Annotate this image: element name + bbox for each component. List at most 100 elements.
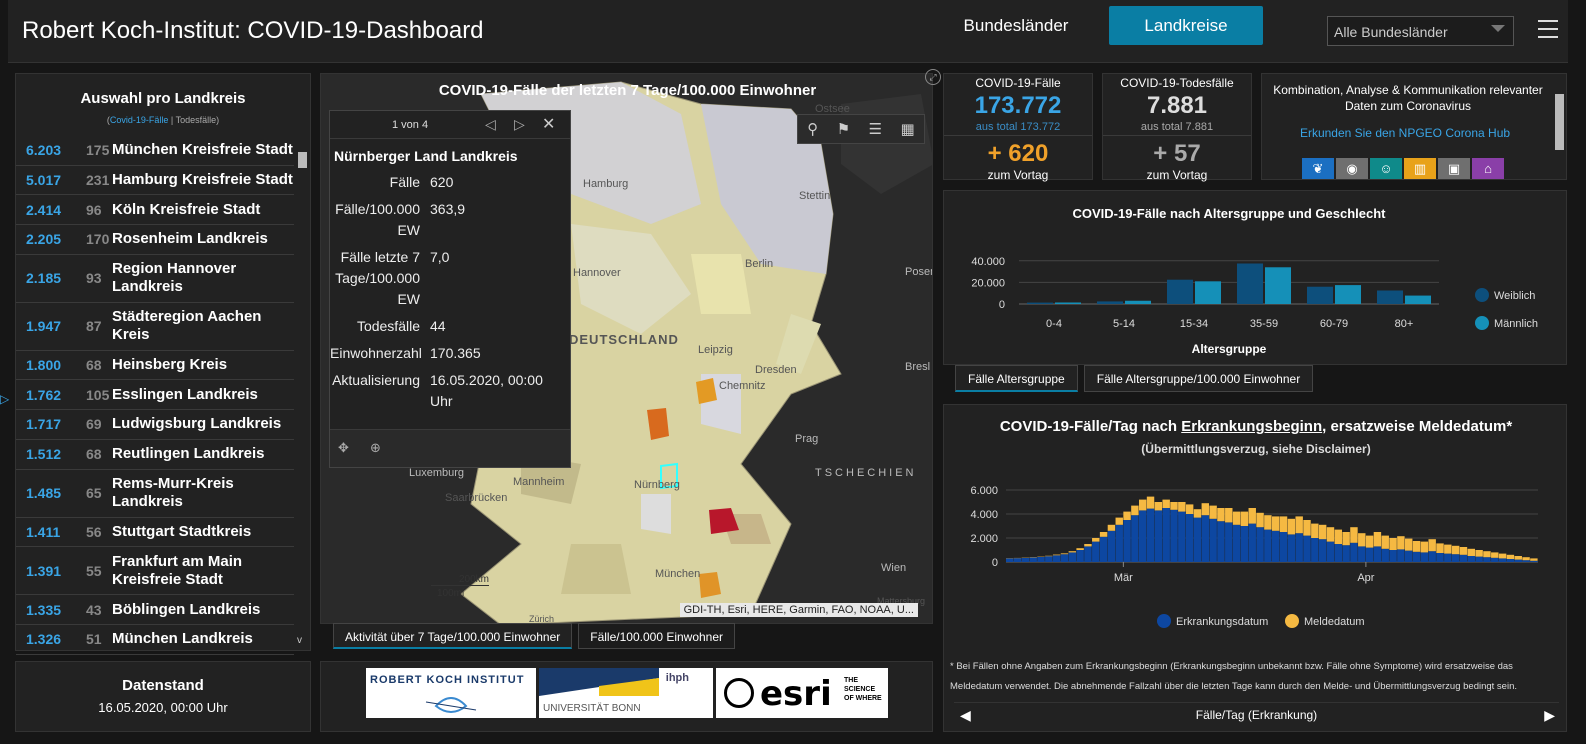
epi-bar[interactable] — [1139, 510, 1147, 562]
epi-bar[interactable] — [1522, 557, 1530, 561]
epi-bar[interactable] — [1514, 559, 1522, 562]
epi-bar[interactable] — [1287, 534, 1296, 562]
epi-bar[interactable] — [1256, 512, 1264, 528]
epi-bar[interactable] — [1303, 535, 1311, 562]
epi-bar[interactable] — [1021, 557, 1030, 562]
epi-bar[interactable] — [1264, 529, 1272, 562]
epi-bar[interactable] — [1060, 554, 1069, 562]
epi-bar[interactable] — [1420, 541, 1429, 553]
hamburger-menu-icon[interactable] — [1538, 20, 1558, 38]
epi-bar[interactable] — [1248, 508, 1256, 524]
epi-bar[interactable] — [1405, 538, 1413, 551]
age-bar[interactable] — [1377, 290, 1403, 305]
epi-bar[interactable] — [1240, 526, 1249, 562]
epi-bar[interactable] — [1498, 553, 1507, 559]
age-bar[interactable] — [1265, 267, 1291, 304]
epi-bar[interactable] — [1279, 532, 1288, 562]
chevron-down-icon[interactable]: v — [297, 635, 302, 646]
age-bar[interactable] — [1405, 295, 1431, 304]
epi-bar[interactable] — [1217, 521, 1225, 562]
map-attribution[interactable]: GDI-TH, Esri, HERE, Garmin, FAO, NOAA, U… — [679, 603, 918, 617]
landkreis-row[interactable]: 1.411 56 Stuttgart Stadtkreis — [16, 518, 294, 548]
epi-bar[interactable] — [1162, 508, 1170, 562]
epi-bar[interactable] — [1318, 524, 1327, 540]
epi-bar[interactable] — [1444, 553, 1452, 562]
epi-bar[interactable] — [1444, 544, 1452, 554]
epi-bar[interactable] — [1318, 539, 1327, 562]
epi-bar[interactable] — [1068, 552, 1077, 562]
epi-bar[interactable] — [1365, 535, 1374, 548]
epi-bar[interactable] — [1272, 530, 1280, 562]
epi-bar[interactable] — [1491, 557, 1499, 562]
epi-bar[interactable] — [1209, 505, 1217, 519]
epi-bar[interactable] — [1373, 546, 1382, 562]
landkreis-row[interactable]: 1.762 105 Esslingen Landkreis — [16, 380, 294, 411]
age-bar[interactable] — [1335, 285, 1361, 304]
epi-bar[interactable] — [1076, 548, 1084, 550]
age-bar[interactable] — [1167, 279, 1193, 304]
epi-bar[interactable] — [1287, 518, 1296, 535]
epi-bar[interactable] — [1420, 552, 1429, 562]
tab-faelle-altersgruppe[interactable]: Fälle Altersgruppe — [955, 365, 1078, 392]
epi-bar[interactable] — [1217, 508, 1225, 522]
epi-bar[interactable] — [1272, 516, 1280, 531]
landkreis-row[interactable]: 1.326 51 München Landkreis — [16, 625, 294, 655]
scrollbar[interactable] — [1555, 78, 1564, 178]
epi-bar[interactable] — [1428, 539, 1436, 552]
epi-bar[interactable] — [1225, 522, 1233, 562]
tab-aktivitaet[interactable]: Aktivität über 7 Tage/100.000 Einwohner — [333, 623, 573, 649]
epi-bar[interactable] — [1076, 550, 1084, 562]
epi-bar[interactable] — [1342, 532, 1350, 546]
epi-bar[interactable] — [1131, 505, 1139, 516]
epi-bar[interactable] — [1483, 551, 1491, 558]
age-bar[interactable] — [1195, 281, 1221, 304]
epi-bar[interactable] — [1530, 558, 1538, 561]
epi-bar[interactable] — [1232, 511, 1241, 525]
epi-bar[interactable] — [1295, 533, 1303, 562]
epi-bar[interactable] — [1240, 511, 1249, 526]
landkreis-row[interactable]: 1.335 43 Böblingen Landkreis — [16, 595, 294, 625]
epi-bar[interactable] — [1201, 515, 1210, 562]
epi-bar[interactable] — [1459, 554, 1468, 562]
chevron-right-icon[interactable]: ▷ — [0, 392, 10, 406]
chart-icon[interactable]: ▥ — [1404, 158, 1436, 179]
epi-bar[interactable] — [1334, 529, 1343, 544]
epi-bar[interactable] — [1099, 536, 1108, 562]
epi-bar[interactable] — [1358, 533, 1366, 547]
zoom-to-icon[interactable]: ⊕ — [370, 440, 381, 455]
epi-bar[interactable] — [1248, 523, 1256, 562]
age-bar[interactable] — [1237, 263, 1263, 305]
epi-bar[interactable] — [1060, 553, 1069, 555]
epi-bar[interactable] — [1264, 515, 1272, 530]
pan-icon[interactable]: ✥ — [338, 440, 349, 455]
epi-bar[interactable] — [1178, 502, 1186, 512]
landkreis-row[interactable]: 2.414 96 Köln Kreisfreie Stadt — [16, 195, 294, 226]
plant-icon[interactable]: ❦ — [1302, 158, 1334, 179]
epi-bar[interactable] — [1029, 557, 1037, 562]
epi-bar[interactable] — [1428, 551, 1436, 562]
epi-bar[interactable] — [1193, 517, 1202, 562]
epi-bar[interactable] — [1279, 516, 1288, 532]
epi-bar[interactable] — [1178, 511, 1186, 562]
epi-bar[interactable] — [1107, 530, 1116, 562]
epi-bar[interactable] — [1311, 523, 1319, 538]
epi-bar[interactable] — [1123, 520, 1131, 562]
epi-bar[interactable] — [1193, 509, 1202, 518]
epi-bar[interactable] — [1146, 496, 1155, 509]
landkreis-row[interactable]: 2.185 93 Region Hannover Landkreis — [16, 255, 294, 303]
epi-bar[interactable] — [1123, 511, 1131, 520]
search-icon[interactable]: ⚲ — [807, 121, 819, 138]
epi-bar[interactable] — [1459, 547, 1468, 555]
epi-bar[interactable] — [1084, 546, 1092, 562]
epi-bar[interactable] — [1350, 542, 1358, 562]
epi-bar[interactable] — [1225, 508, 1233, 523]
landkreis-row[interactable]: 1.947 87 Städteregion Aachen Kreis — [16, 303, 294, 351]
epi-bar[interactable] — [1530, 560, 1538, 562]
epi-bar[interactable] — [1115, 524, 1123, 562]
epi-bar[interactable] — [1013, 558, 1022, 562]
epi-bar[interactable] — [1467, 556, 1476, 562]
epi-bar[interactable] — [1412, 551, 1421, 562]
epi-bar[interactable] — [1303, 520, 1311, 536]
epi-bar[interactable] — [1436, 543, 1444, 553]
epi-bar[interactable] — [1295, 516, 1303, 534]
